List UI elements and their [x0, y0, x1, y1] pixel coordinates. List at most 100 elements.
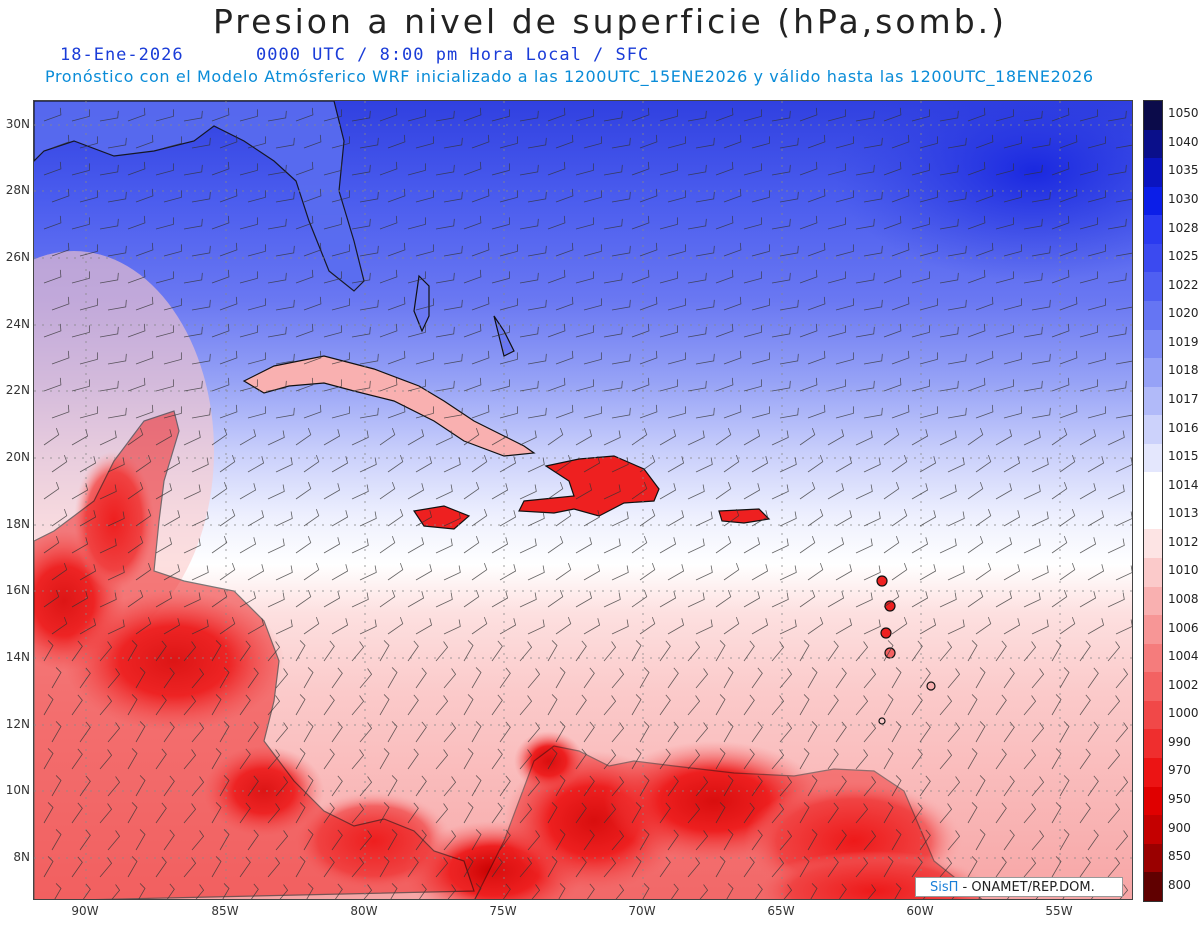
wind-barb [639, 616, 656, 635]
wind-barb [771, 592, 789, 608]
wind-barb [247, 190, 266, 203]
legend-swatch [1144, 101, 1162, 130]
wind-barb [43, 427, 60, 446]
wind-barb [807, 616, 824, 635]
wind-barb [407, 483, 425, 500]
wind-barb [659, 163, 678, 176]
wind-barb [1051, 323, 1070, 338]
wind-barb [687, 857, 701, 878]
wind-barb [107, 299, 127, 311]
wind-barb [723, 721, 734, 743]
wind-barb [659, 217, 678, 230]
wind-barb [695, 722, 709, 743]
wind-barb [583, 456, 601, 473]
wind-barb [1107, 110, 1127, 122]
wind-barb [547, 640, 558, 662]
wind-barb [163, 721, 175, 743]
wind-barb [891, 134, 910, 149]
wind-barb [967, 269, 986, 284]
wind-barb [519, 380, 539, 392]
wind-barb [127, 748, 138, 770]
wind-barb [491, 640, 503, 662]
wind-barb [911, 591, 929, 608]
wind-barb [687, 592, 705, 608]
wind-barb [335, 883, 343, 899]
wind-barb [547, 107, 566, 122]
wind-barb [779, 457, 797, 473]
wind-barb [883, 377, 902, 392]
wind-barb [211, 481, 228, 500]
wind-barb [1087, 618, 1105, 635]
wind-barb [359, 668, 373, 689]
wind-barb [127, 481, 144, 500]
wind-barb [587, 883, 595, 899]
wind-barb [499, 298, 518, 311]
wind-barb [351, 538, 369, 554]
wind-barb [631, 589, 648, 608]
wind-barb [127, 377, 146, 392]
wind-barb [351, 695, 365, 716]
wind-barb [43, 323, 62, 338]
wind-barb [1087, 406, 1106, 419]
wind-barb [43, 589, 60, 608]
wind-barb [415, 667, 427, 689]
wind-barb [239, 640, 251, 662]
wind-barb [351, 326, 371, 338]
wind-barb [531, 884, 541, 899]
wind-barb [463, 640, 474, 662]
wind-barb [771, 749, 785, 770]
legend-label: 1018 [1168, 363, 1199, 378]
wind-barb [863, 776, 877, 797]
wind-barb [771, 164, 791, 176]
wind-barb [1051, 589, 1068, 608]
wind-barb [99, 218, 119, 230]
wind-barb [295, 748, 306, 770]
wind-barb [379, 481, 396, 500]
wind-barb [667, 667, 679, 689]
wind-barb [183, 857, 197, 878]
wind-barb [379, 427, 396, 446]
legend-label: 1006 [1168, 620, 1199, 635]
wind-barb [323, 694, 335, 716]
wind-barb [631, 535, 648, 554]
wind-barb [1059, 454, 1076, 473]
wind-barb [267, 218, 287, 230]
credit-brand: SisΠ [930, 880, 959, 895]
wind-barb [779, 565, 797, 581]
wind-barb [751, 456, 769, 473]
wind-barb [1115, 830, 1129, 851]
wind-barb [967, 481, 984, 500]
wind-barb [615, 884, 625, 899]
wind-barb [379, 640, 390, 662]
wind-barb [1059, 616, 1076, 635]
wind-barb [779, 407, 799, 419]
legend-swatch [1144, 329, 1162, 359]
wind-barb [351, 749, 365, 770]
wind-barb [1107, 749, 1121, 770]
wind-barb [855, 380, 875, 392]
lon-label: 90W [71, 904, 99, 918]
legend-label: 1010 [1168, 563, 1199, 578]
wind-barb [359, 353, 379, 365]
wind-barb [631, 215, 650, 230]
wind-barb [303, 350, 322, 365]
wind-barb [387, 242, 406, 257]
wind-barb [351, 272, 371, 284]
wind-barb [715, 802, 726, 824]
wind-barb [583, 618, 601, 635]
wind-barb [499, 618, 517, 635]
wind-barb [463, 377, 482, 392]
wind-barb [947, 619, 965, 635]
wind-barb [894, 883, 902, 899]
wind-barb [715, 427, 732, 446]
wind-barb [947, 407, 967, 419]
wind-barb [695, 191, 715, 203]
wind-barb [407, 591, 425, 608]
wind-barb [695, 776, 709, 797]
wind-barb [211, 161, 230, 176]
wind-barb [211, 107, 230, 122]
wind-barb [919, 244, 938, 257]
wind-barb [975, 350, 994, 365]
wind-barb [1079, 163, 1098, 176]
lat-label: 26N [5, 250, 30, 264]
